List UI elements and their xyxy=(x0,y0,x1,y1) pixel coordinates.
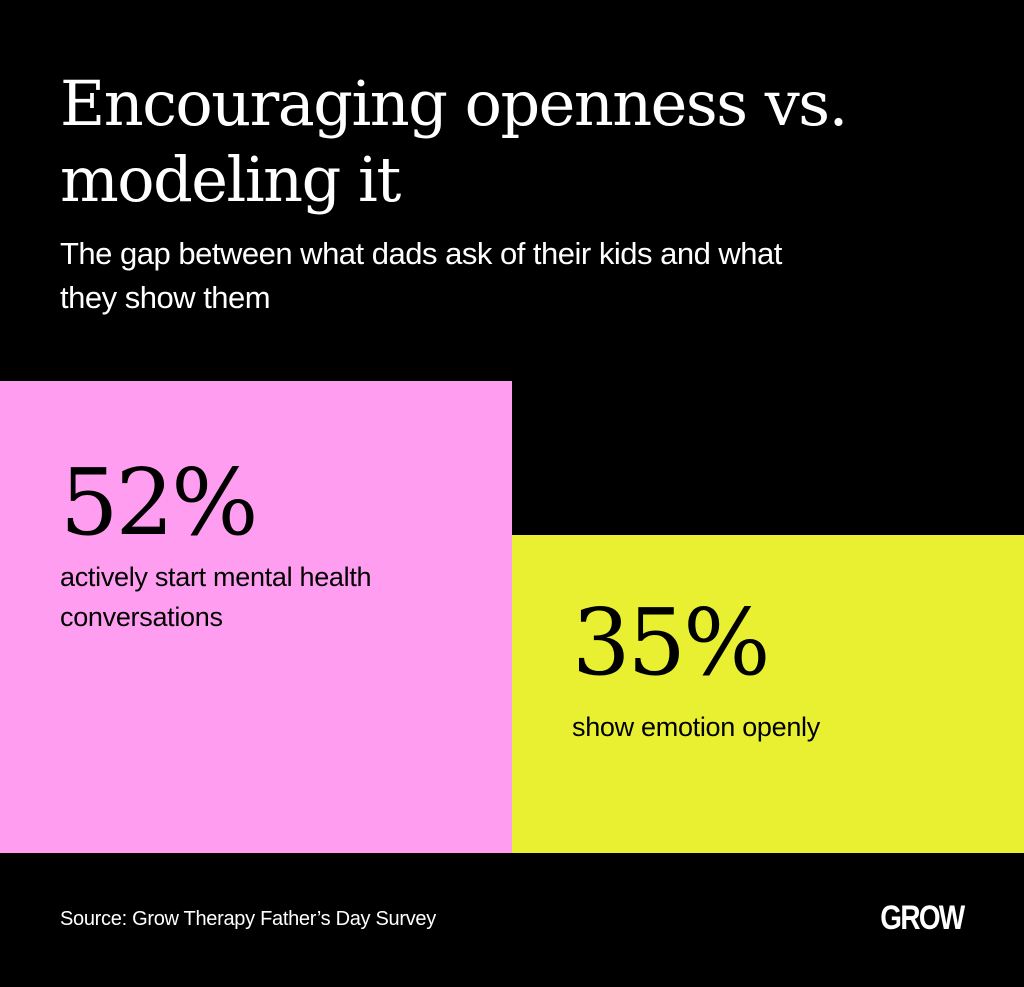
value-label-show-emotion: 35% xyxy=(572,589,770,696)
chart-subtitle: The gap between what dads ask of their k… xyxy=(60,236,782,315)
bar-start-conversations: 52% actively start mental health convers… xyxy=(0,381,512,853)
category-label-show-emotion: show emotion openly xyxy=(572,712,820,742)
source-note: Source: Grow Therapy Father’s Day Survey xyxy=(60,908,436,930)
grow-logo: GROW xyxy=(880,899,966,937)
category-label-start-conversations: actively start mental health conversatio… xyxy=(60,562,372,632)
value-label-start-conversations: 52% xyxy=(60,449,258,556)
chart-title: Encouraging openness vs. modeling it xyxy=(60,67,848,216)
bar-show-emotion: 35% show emotion openly xyxy=(512,535,1024,853)
